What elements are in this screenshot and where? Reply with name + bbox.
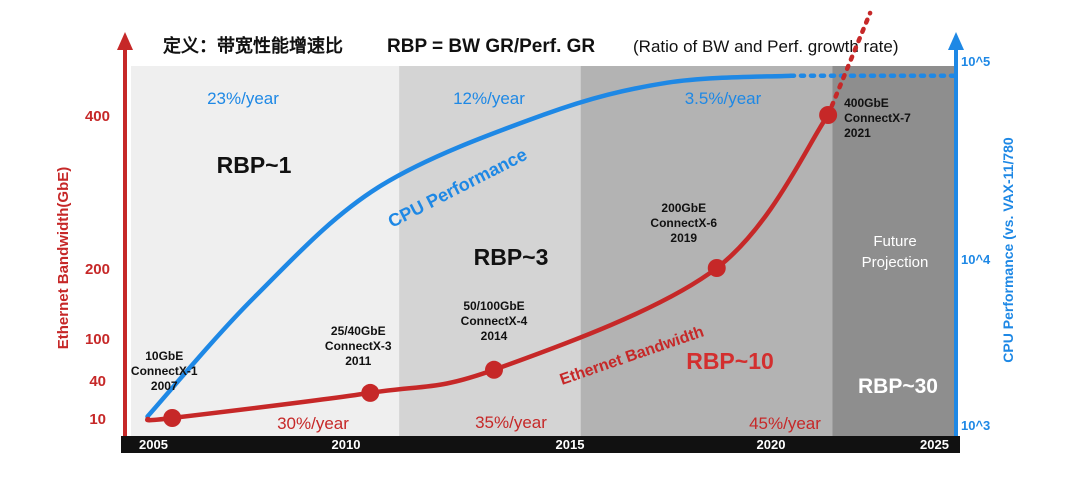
bw-point-label-2-1: ConnectX-4 bbox=[461, 314, 528, 328]
x-tick-2015: 2015 bbox=[556, 437, 585, 452]
perf-rate-period-1: 23%/year bbox=[207, 89, 279, 108]
right-axis-arrow bbox=[948, 32, 964, 50]
title-definition: 定义：带宽性能增速比 bbox=[163, 35, 343, 57]
x-axis-bar bbox=[121, 436, 960, 453]
left-tick-10: 10 bbox=[89, 411, 106, 428]
bw-point-label-2-2: 2014 bbox=[481, 329, 508, 343]
right-axis-label: CPU Performance (vs. VAX-11/780 bbox=[1000, 137, 1016, 363]
bw-point-label-1-1: ConnectX-3 bbox=[325, 339, 392, 353]
left-tick-40: 40 bbox=[89, 373, 106, 390]
x-tick-2020: 2020 bbox=[757, 437, 786, 452]
right-tick-10e5: 10^5 bbox=[961, 54, 990, 69]
bw-rate-period-1: 30%/year bbox=[277, 414, 349, 433]
bw-point-2 bbox=[485, 360, 503, 379]
bw-point-label-4-1: ConnectX-7 bbox=[844, 111, 911, 125]
left-axis-label: Ethernet Bandwidth(GbE) bbox=[55, 167, 72, 350]
series-projection-ethernet-bandwidth bbox=[825, 10, 873, 118]
period-band-1 bbox=[131, 66, 400, 436]
bw-point-label-2-0: 50/100GbE bbox=[463, 299, 524, 313]
bw-point-3 bbox=[707, 259, 726, 277]
x-tick-2005: 2005 bbox=[139, 437, 168, 452]
future-label-line-2: Projection bbox=[862, 254, 929, 271]
rbp-period-2: RBP~3 bbox=[474, 244, 549, 270]
bw-rate-period-2: 35%/year bbox=[475, 413, 547, 432]
bw-point-label-1-0: 25/40GbE bbox=[331, 324, 386, 338]
title-formula: RBP = BW GR/Perf. GR bbox=[387, 36, 595, 57]
bw-point-label-1-2: 2011 bbox=[345, 354, 371, 368]
bw-point-label-4-0: 400GbE bbox=[844, 96, 889, 110]
perf-rate-period-2: 12%/year bbox=[453, 89, 525, 108]
bw-point-label-0-2: 2007 bbox=[151, 379, 178, 393]
x-tick-2010: 2010 bbox=[332, 437, 361, 452]
bw-point-label-4-2: 2021 bbox=[844, 126, 871, 140]
series-line-cpu-performance bbox=[145, 73, 794, 419]
rbp-period-1: RBP~1 bbox=[217, 152, 292, 178]
series-line-ethernet-bandwidth bbox=[145, 112, 831, 423]
bw-point-label-0-1: ConnectX-1 bbox=[131, 364, 198, 378]
bw-point-label-3-0: 200GbE bbox=[661, 201, 706, 215]
left-axis-arrow bbox=[117, 32, 133, 50]
bw-rate-period-3: 45%/year bbox=[749, 414, 821, 433]
bw-point-label-0-0: 10GbE bbox=[145, 349, 183, 363]
period-band-future bbox=[832, 66, 956, 436]
bw-point-label-3-1: ConnectX-6 bbox=[650, 216, 717, 230]
x-tick-2025: 2025 bbox=[920, 437, 949, 452]
right-tick-10e3: 10^3 bbox=[961, 418, 990, 433]
bw-point-1 bbox=[361, 383, 380, 402]
bw-point-label-3-2: 2019 bbox=[670, 231, 697, 245]
right-tick-10e4: 10^4 bbox=[961, 252, 991, 267]
future-label-line-1: Future bbox=[873, 233, 916, 250]
bw-point-0 bbox=[163, 409, 182, 427]
period-band-3 bbox=[580, 66, 833, 436]
title-note: (Ratio of BW and Perf. growth rate) bbox=[633, 37, 899, 56]
bw-point-4 bbox=[819, 106, 838, 124]
perf-rate-period-3: 3.5%/year bbox=[685, 89, 762, 108]
rbp-period-future: RBP~30 bbox=[858, 375, 938, 398]
left-tick-400: 400 bbox=[85, 108, 110, 125]
rbp-period-3: RBP~10 bbox=[686, 348, 774, 374]
left-tick-100: 100 bbox=[85, 331, 110, 348]
left-tick-200: 200 bbox=[85, 261, 110, 278]
